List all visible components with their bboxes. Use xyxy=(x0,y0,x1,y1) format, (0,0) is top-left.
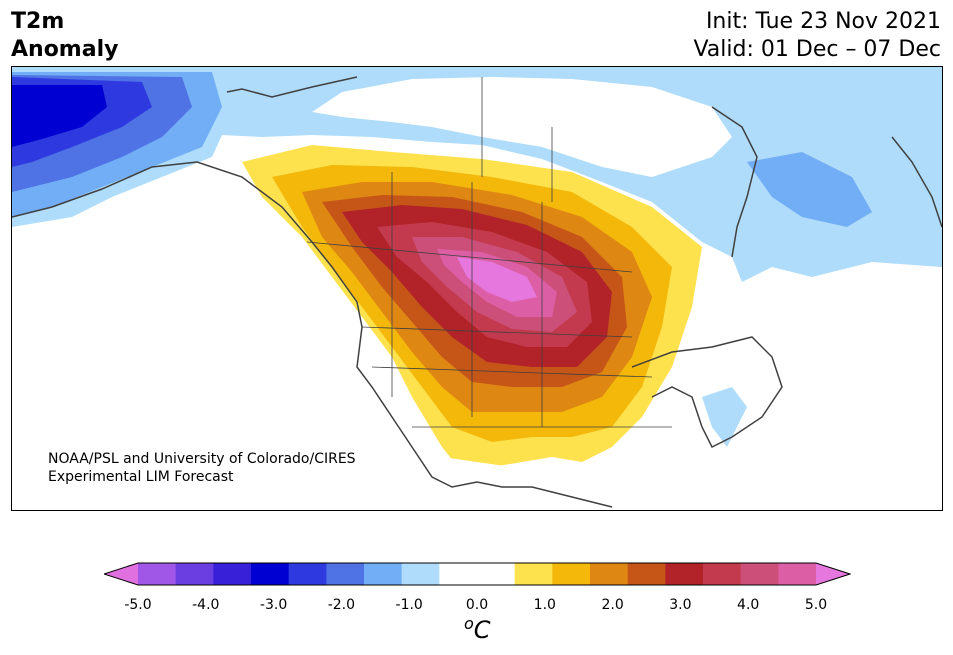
colorbar-tick-label: -5.0 xyxy=(124,597,152,613)
unit-label: oC xyxy=(464,614,491,644)
colorbar-cell xyxy=(401,563,440,585)
colorbar-cell xyxy=(590,563,629,585)
init-date: Init: Tue 23 Nov 2021 xyxy=(705,9,941,34)
state-borders xyxy=(306,77,672,428)
colorbar-cell xyxy=(213,563,252,585)
colorbar-cell xyxy=(477,563,516,585)
anomaly-map xyxy=(11,66,943,511)
colorbar-tick-label: -2.0 xyxy=(327,597,356,613)
cold-anomaly-southeast xyxy=(702,387,747,447)
colorbar-cell xyxy=(251,563,290,585)
near-normal-mexico xyxy=(412,457,612,510)
colorbar-cell xyxy=(627,563,666,585)
cold-anomaly-alaska-4 xyxy=(12,85,107,147)
near-normal-hudson xyxy=(312,77,732,177)
cold-anomaly-quebec xyxy=(747,152,872,227)
colorbar-tick-label: 3.0 xyxy=(669,597,692,613)
colorbar-tick-label: 2.0 xyxy=(601,597,624,613)
warm-anomaly-9 xyxy=(457,257,537,302)
colorbar-cell xyxy=(740,563,779,585)
colorbar-cell xyxy=(778,563,817,585)
colorbar-outline xyxy=(104,562,851,586)
colorbar-tick-label: 5.0 xyxy=(804,597,828,613)
colorbar-cell xyxy=(364,563,403,585)
title-variable: T2m xyxy=(11,9,65,34)
colorbar-tick-label: 0.0 xyxy=(465,597,489,613)
colorbar-cell xyxy=(288,563,327,585)
colorbar-extend-low xyxy=(104,563,138,585)
map-title: T2m Anomaly xyxy=(11,8,118,64)
colorbar xyxy=(104,562,851,586)
colorbar-tick-label: -1.0 xyxy=(395,597,423,613)
colorbar-cell xyxy=(514,563,553,585)
colorbar-cell xyxy=(326,563,365,585)
colorbar-cell xyxy=(175,563,214,585)
colorbar-cell xyxy=(665,563,704,585)
colorbar-cell xyxy=(138,563,177,585)
data-credit: NOAA/PSL and University of Colorado/CIRE… xyxy=(48,450,356,486)
credit-line-2: Experimental LIM Forecast xyxy=(48,469,234,485)
colorbar-cell xyxy=(703,563,742,585)
colorbar-tick-label: -4.0 xyxy=(192,597,220,613)
map-canvas xyxy=(12,67,942,510)
colorbar-cell xyxy=(552,563,591,585)
colorbar-tick-label: 1.0 xyxy=(533,597,556,613)
credit-line-1: NOAA/PSL and University of Colorado/CIRE… xyxy=(48,451,356,467)
title-type: Anomaly xyxy=(11,37,119,62)
coastlines xyxy=(12,76,942,508)
unit-letter: C xyxy=(473,616,491,644)
forecast-dates: Init: Tue 23 Nov 2021 Valid: 01 Dec – 07… xyxy=(693,8,941,64)
valid-range: Valid: 01 Dec – 07 Dec xyxy=(693,37,941,62)
unit-degree: o xyxy=(464,614,474,633)
colorbar-tick-label: -3.0 xyxy=(259,597,288,613)
colorbar-extend-high xyxy=(816,563,850,585)
colorbar-tick-label: 4.0 xyxy=(737,597,760,613)
colorbar-cell xyxy=(439,563,478,585)
